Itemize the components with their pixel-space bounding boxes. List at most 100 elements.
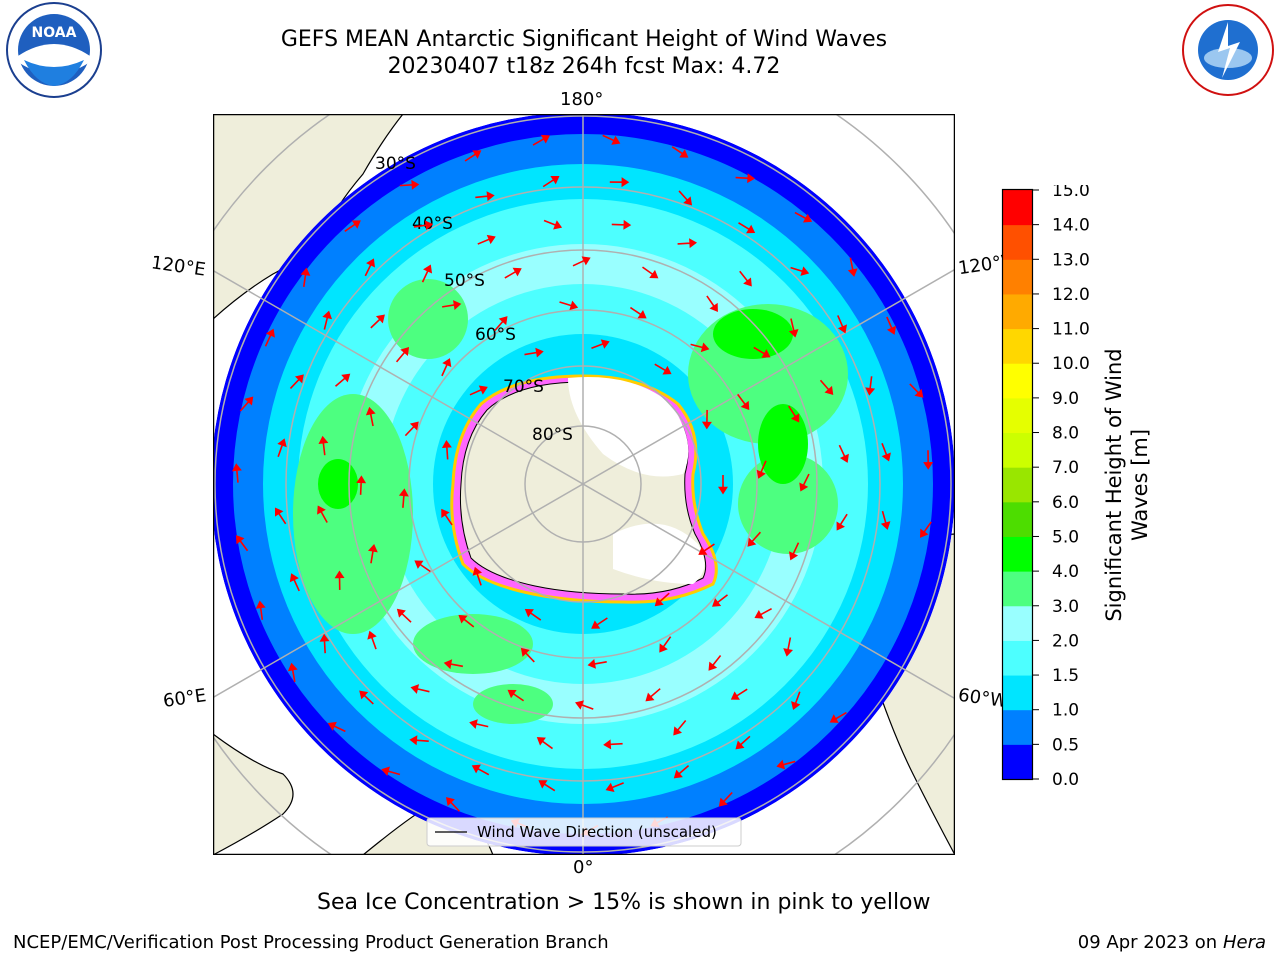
wave-direction-arrow (255, 600, 266, 620)
wave-direction-arrow (837, 315, 848, 334)
wave-direction-arrow (469, 385, 488, 396)
wave-direction-arrow (789, 542, 800, 561)
wave-direction-arrow (524, 347, 544, 358)
colorbar-swatch (1003, 744, 1033, 780)
wave-direction-arrow (471, 764, 490, 776)
colorbar-swatch (1003, 709, 1033, 745)
wave-direction-arrow (543, 219, 563, 230)
wave-direction-arrow (327, 721, 346, 733)
wave-direction-arrow (414, 560, 431, 573)
wave-direction-arrow (344, 220, 361, 232)
wave-direction-arrow (494, 316, 508, 332)
wave-direction-arrow (359, 690, 374, 705)
wave-direction-arrow (735, 735, 751, 750)
wave-direction-arrow (477, 234, 496, 245)
wave-direction-arrow (819, 379, 834, 395)
wave-direction-arrow (886, 316, 897, 335)
wave-direction-arrow (300, 267, 311, 287)
colorbar-swatch (1003, 397, 1033, 434)
footer-date: 09 Apr 2023 on (1077, 932, 1223, 953)
graticule (213, 114, 955, 855)
wave-direction-arrow (677, 238, 698, 249)
colorbar-swatch (1003, 571, 1033, 607)
wave-direction-arrow (445, 797, 460, 812)
colorbar-tick-label: 8.0 (1052, 424, 1079, 444)
legend-label: Wind Wave Direction (unscaled) (477, 823, 717, 841)
chart-title: GEFS MEAN Antarctic Significant Height o… (280, 27, 888, 52)
wave-direction-arrow (396, 608, 412, 623)
wave-direction-arrow (919, 521, 932, 538)
colorbar-swatch (1003, 190, 1033, 226)
colorbar-tick-label: 1.0 (1052, 701, 1079, 721)
wave-direction-arrow (756, 460, 767, 479)
sea-ice-note: Sea Ice Concentration > 15% is shown in … (317, 890, 931, 915)
wave-direction-arrow (334, 570, 345, 590)
wave-direction-arrow (410, 684, 430, 694)
colorbar-tick-label: 7.0 (1052, 458, 1079, 478)
wave-direction-arrow (712, 594, 728, 607)
colorbar-label-line1: Significant Height of Wind (1102, 348, 1126, 622)
wave-direction-arrow (654, 363, 672, 375)
wave-direction-arrow (718, 791, 733, 807)
colorbar-tick-label: 2.0 (1052, 631, 1079, 651)
lon-label-0: 0° (573, 857, 594, 878)
wave-direction-arrow (442, 300, 462, 310)
colorbar-swatch (1003, 467, 1033, 503)
wave-direction-arrow (524, 608, 542, 621)
wave-direction-arrow (591, 339, 610, 349)
lat-label-60s: 60°S (475, 325, 516, 345)
colorbar-swatch (1003, 259, 1033, 295)
wave-direction-arrow (421, 264, 433, 283)
wave-direction-arrow (370, 314, 385, 329)
wave-direction-arrow (520, 647, 535, 663)
wave-direction-arrow (708, 654, 722, 671)
colorbar-tick-label: 0.5 (1052, 735, 1079, 755)
lon-label-120e: 120°E (149, 252, 207, 281)
wave-direction-arrow (609, 177, 630, 188)
wave-direction-arrow (739, 270, 752, 287)
wave-direction-arrow (536, 737, 553, 750)
colorbar-swatch (1003, 675, 1033, 711)
wave-direction-arrow (881, 443, 891, 462)
colorbar-swatch (1003, 501, 1033, 537)
colorbar-swatch (1003, 432, 1033, 468)
colorbar-tick-label: 6.0 (1052, 493, 1079, 513)
wave-direction-arrow (788, 318, 799, 338)
wave-direction-arrow (783, 637, 793, 657)
wave-direction-arrow (794, 211, 813, 223)
wave-direction-arrow (753, 346, 771, 358)
colorbar-swatch (1003, 536, 1033, 572)
wave-direction-arrow (409, 735, 429, 746)
wave-direction-arrow (504, 267, 522, 279)
lat-label-50s: 50°S (444, 271, 485, 291)
wave-direction-arrow (367, 630, 377, 650)
wave-direction-arrow (754, 608, 772, 619)
wind-wave-arrows (231, 134, 934, 836)
wave-direction-arrow (611, 219, 632, 230)
wave-direction-arrow (690, 342, 710, 353)
wave-direction-arrow (847, 257, 858, 277)
wave-direction-arrow (791, 691, 801, 711)
wave-direction-arrow (443, 659, 464, 670)
wave-direction-arrow (367, 544, 378, 564)
lat-label-80s: 80°S (532, 425, 573, 445)
wave-direction-arrow (602, 134, 621, 145)
wave-direction-arrow (747, 531, 762, 547)
wave-direction-arrow (532, 134, 550, 146)
wave-direction-arrow (737, 393, 750, 411)
wave-direction-arrow (264, 328, 275, 347)
colorbar-swatch (1003, 293, 1033, 330)
colorbar-tick-label: 3.0 (1052, 597, 1079, 617)
wave-direction-arrow (788, 405, 800, 423)
wave-direction-arrow (542, 176, 560, 188)
wave-direction-arrow (441, 440, 452, 460)
colorbar-swatch (1003, 640, 1033, 676)
wave-direction-arrow (629, 306, 647, 319)
wave-direction-arrow (838, 444, 849, 463)
chart-subtitle: 20230407 t18z 264h fcst Max: 4.72 (387, 54, 781, 79)
colorbar-tick-label: 11.0 (1052, 320, 1090, 340)
map-legend: Wind Wave Direction (unscaled) (426, 817, 742, 847)
wave-direction-arrow (776, 759, 796, 770)
wave-direction-arrow (673, 719, 687, 736)
wave-direction-arrow (730, 688, 748, 700)
